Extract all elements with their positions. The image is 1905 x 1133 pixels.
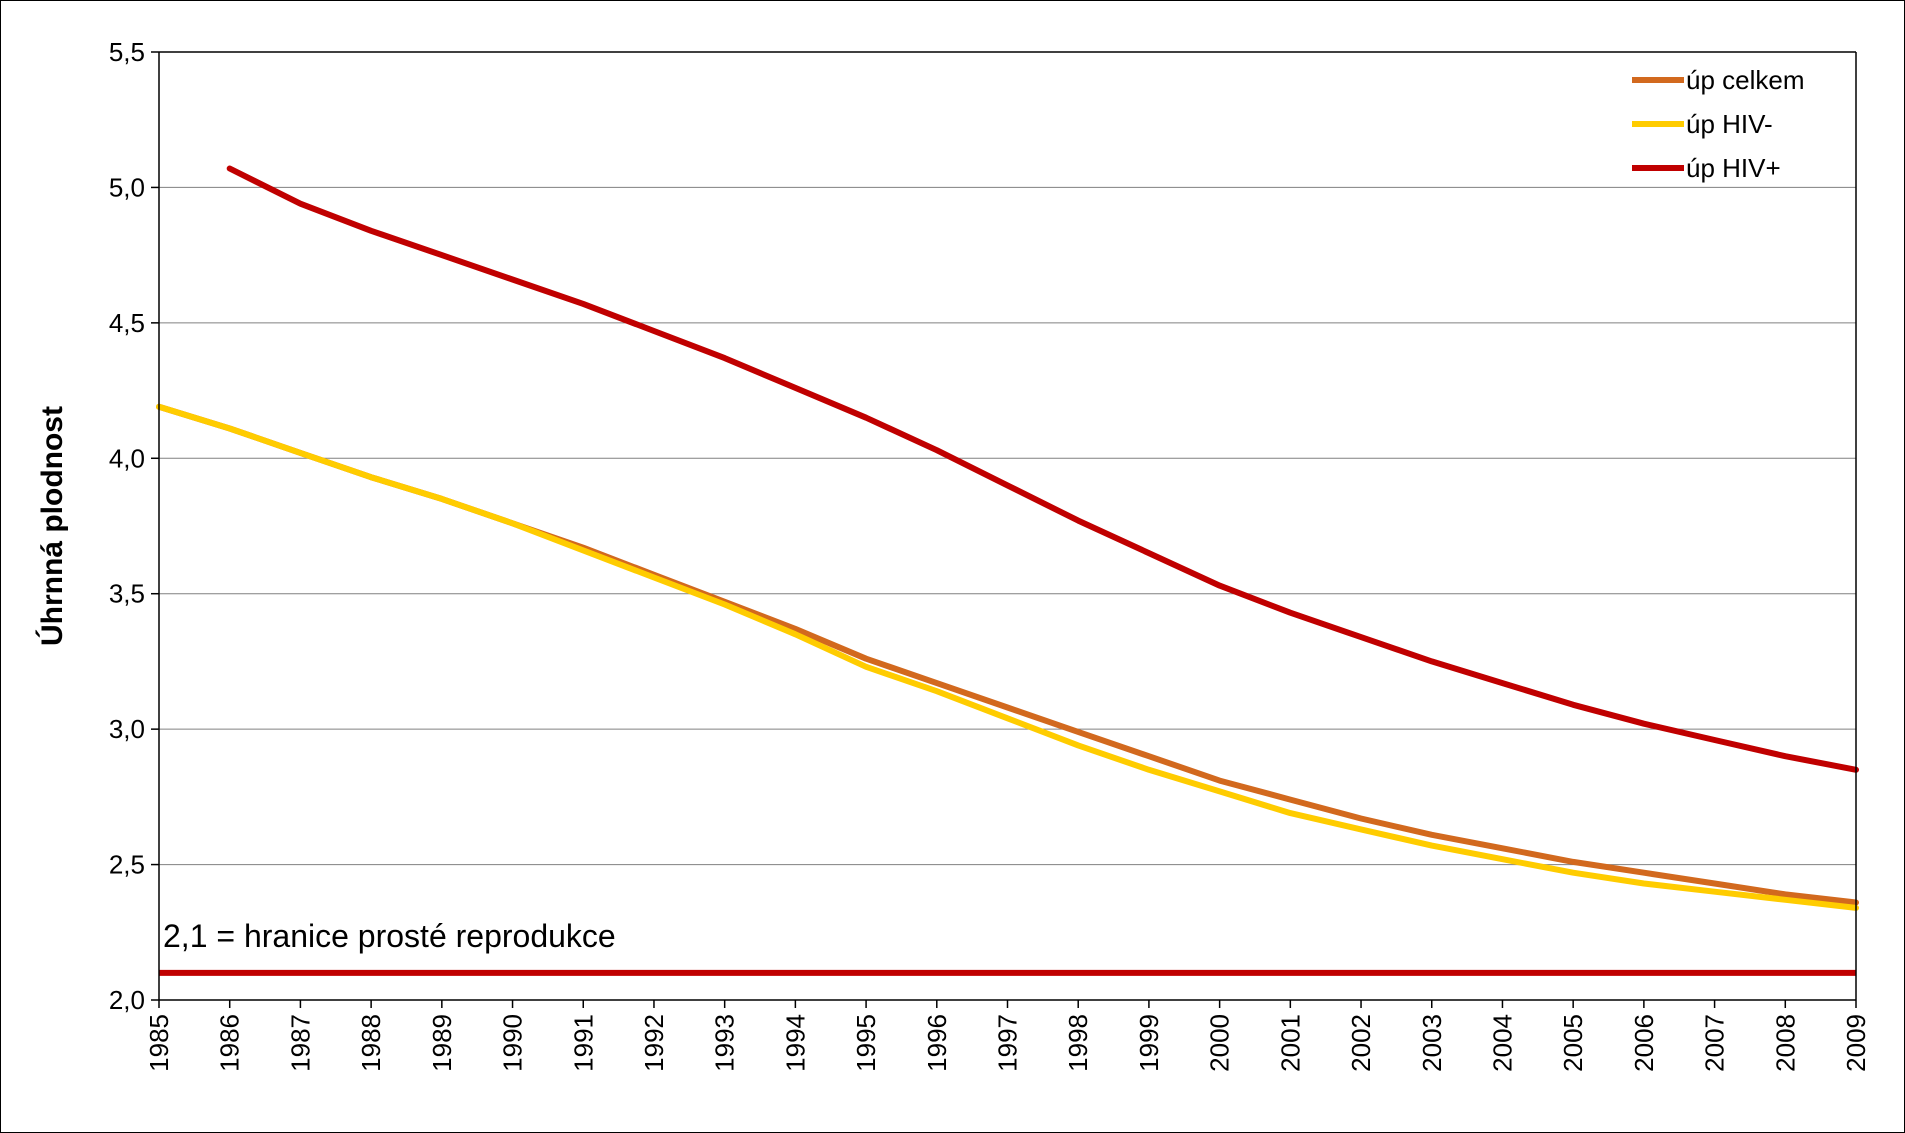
x-tick-label: 1996: [922, 1014, 952, 1072]
reference-line-label: 2,1 = hranice prosté reprodukce: [163, 918, 616, 954]
series-line-3: [226, 165, 1859, 773]
x-tick-label: 2005: [1558, 1014, 1588, 1072]
y-tick-label: 5,0: [109, 172, 145, 202]
x-tick-label: 2009: [1841, 1014, 1871, 1072]
x-tick-label: 1993: [710, 1014, 740, 1072]
y-tick-label: 3,5: [109, 579, 145, 609]
y-tick-labels: 2,0 2,5 3,0 3,5 4,0 4,5 5,0 5,5: [109, 37, 145, 1015]
x-tick-label: 2008: [1770, 1014, 1800, 1072]
y-tick-label: 4,5: [109, 308, 145, 338]
series-line-1: [156, 403, 1859, 906]
x-tick-label: 1991: [568, 1014, 598, 1072]
x-tick-label: 2004: [1487, 1014, 1517, 1072]
gridlines: [159, 51, 1856, 866]
y-tick-label: 2,0: [109, 985, 145, 1015]
y-tick-label: 3,0: [109, 714, 145, 744]
x-tick-label: 1997: [993, 1014, 1023, 1072]
series-lines: [156, 165, 1859, 911]
legend-label: úp HIV-: [1686, 109, 1773, 139]
reference-line-group: 2,1 = hranice prosté reprodukce: [159, 918, 1856, 976]
x-tick-label: 2003: [1417, 1014, 1447, 1072]
x-tick-label: 1998: [1063, 1014, 1093, 1072]
y-tick-label: 2,5: [109, 850, 145, 880]
series-line-2: [156, 403, 1859, 911]
legend: úp celkem úp HIV-úp HIV+: [1632, 65, 1805, 183]
legend-label: úp celkem: [1686, 65, 1805, 95]
y-axis-title: Úhrnná plodnost: [35, 406, 69, 646]
x-tick-label: 1994: [780, 1014, 810, 1072]
x-tick-label: 1985: [144, 1014, 174, 1072]
x-tick-label: 1986: [215, 1014, 245, 1072]
x-tick-label: 1989: [427, 1014, 457, 1072]
x-tick-label: 2006: [1629, 1014, 1659, 1072]
x-tick-label: 1995: [851, 1014, 881, 1072]
x-tick-label: 1999: [1134, 1014, 1164, 1072]
legend-label: úp HIV+: [1686, 153, 1781, 183]
x-tick-label: 1988: [356, 1014, 386, 1072]
x-tick-label: 2007: [1700, 1014, 1730, 1072]
x-tick-label: 1987: [285, 1014, 315, 1072]
y-tick-label: 4,0: [109, 443, 145, 473]
y-tick-label: 5,5: [109, 37, 145, 67]
axes: [151, 51, 1857, 1008]
x-tick-label: 2000: [1205, 1014, 1235, 1072]
x-tick-label: 1990: [498, 1014, 528, 1072]
x-tick-label: 1992: [639, 1014, 669, 1072]
x-tick-labels: 1985 1986 1987 1988 1989 1990 1991 1992 1993 1994…: [144, 1014, 1871, 1072]
x-tick-label: 2002: [1346, 1014, 1376, 1072]
x-tick-label: 2001: [1275, 1014, 1305, 1072]
